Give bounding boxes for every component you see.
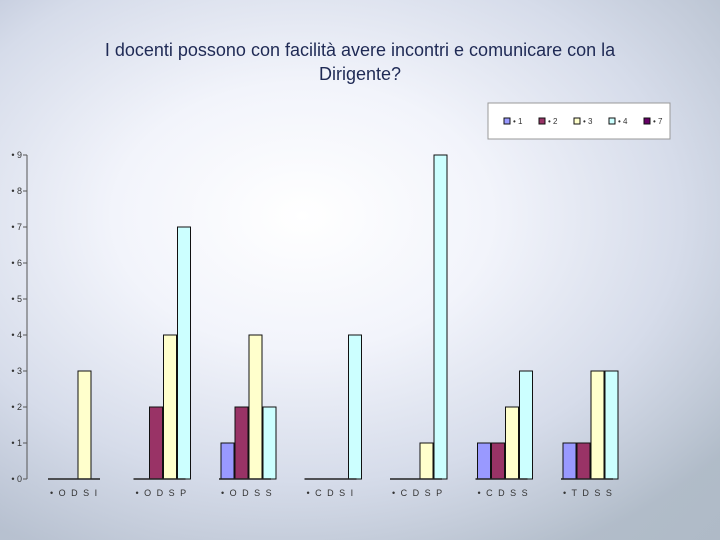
bar <box>77 370 92 480</box>
legend-label: • 4 <box>618 117 628 126</box>
bar <box>477 442 491 480</box>
bar <box>604 370 619 480</box>
legend-label: • 2 <box>548 117 558 126</box>
bar <box>590 370 605 480</box>
bar <box>163 334 177 480</box>
bar <box>505 406 519 480</box>
bar <box>348 334 362 480</box>
legend-swatch <box>573 117 581 125</box>
bar <box>248 334 263 480</box>
bar <box>519 370 533 480</box>
legend-swatch <box>643 117 651 125</box>
bar <box>234 406 249 480</box>
bar <box>491 442 505 480</box>
bar <box>262 406 277 480</box>
bar <box>576 442 591 480</box>
legend: • 1 • 2 • 3 • 4 • 7 <box>487 102 671 140</box>
x-tick-label: • C D S I <box>307 488 355 498</box>
x-tick-label: • T D S S <box>563 488 613 498</box>
bar <box>433 154 448 480</box>
bar <box>177 226 191 480</box>
y-tick-label: • 7 <box>11 222 22 232</box>
y-tick-label: • 4 <box>11 330 22 340</box>
legend-label: • 7 <box>653 117 663 126</box>
bar <box>149 406 163 480</box>
y-tick-label: • 5 <box>11 294 22 304</box>
x-tick-label: • O D S I <box>50 488 99 498</box>
y-tick-label: • 3 <box>11 366 22 376</box>
legend-label: • 1 <box>513 117 523 126</box>
legend-swatch <box>608 117 616 125</box>
bar <box>562 442 577 480</box>
y-tick-label: • 2 <box>11 402 22 412</box>
y-tick-label: • 0 <box>11 474 22 484</box>
x-tick-label: • O D S S <box>221 488 273 498</box>
legend-swatch <box>538 117 546 125</box>
bar <box>419 442 434 480</box>
x-axis: • O D S I • O D S P • O D S S • C D S I • C … <box>48 478 613 498</box>
chart-title: I docenti possono con facilità avere inc… <box>104 40 616 84</box>
bar <box>220 442 235 480</box>
x-tick-label: • C D S P <box>392 488 444 498</box>
y-tick-label: • 6 <box>11 258 22 268</box>
x-tick-label: • C D S S <box>478 488 530 498</box>
x-tick-label: • O D S P <box>136 488 188 498</box>
y-axis: • 0 • 1 • 2 • 3 • 4 • 5 • 6 • 7 • 8 • 9 <box>11 150 28 484</box>
bars <box>77 154 619 480</box>
y-tick-label: • 9 <box>11 150 22 160</box>
legend-swatch <box>503 117 511 125</box>
y-tick-label: • 8 <box>11 186 22 196</box>
legend-label: • 3 <box>583 117 593 126</box>
y-tick-label: • 1 <box>11 438 22 448</box>
